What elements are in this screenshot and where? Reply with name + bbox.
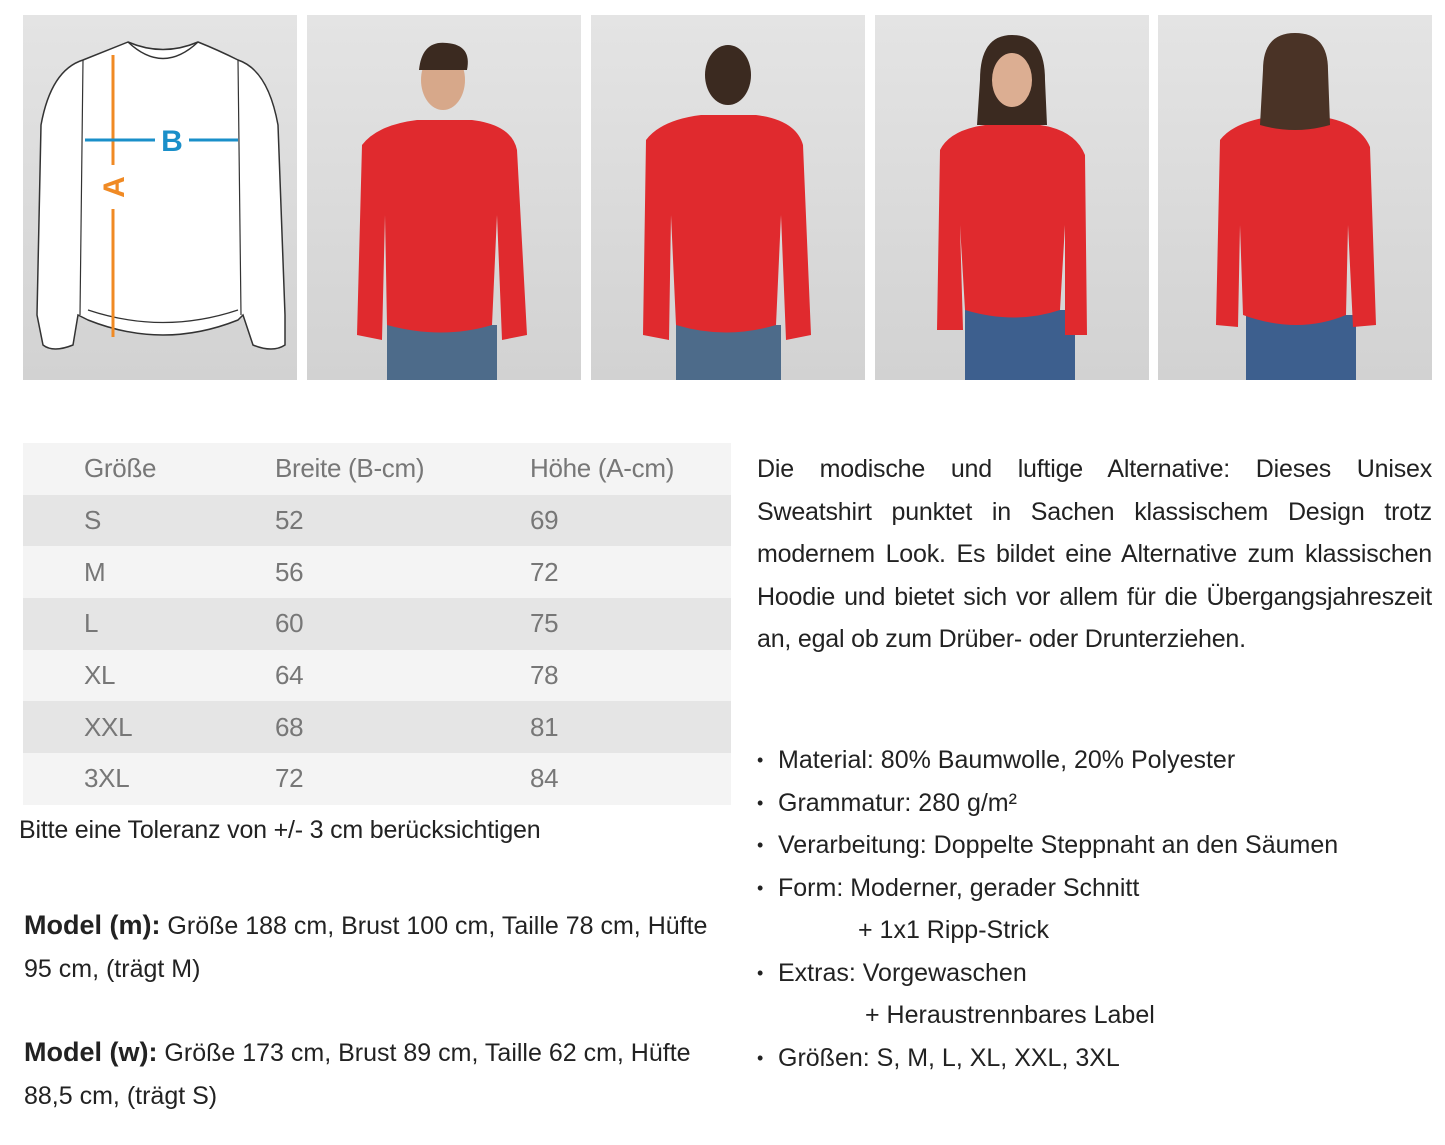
header-height: Höhe (A-cm) bbox=[530, 453, 675, 484]
table-row: XL 64 78 bbox=[23, 649, 731, 702]
photo-female-front bbox=[875, 15, 1149, 380]
model-w-info: Model (w): Größe 173 cm, Brust 89 cm, Ta… bbox=[24, 1031, 724, 1117]
tolerance-note: Bitte eine Toleranz von +/- 3 cm berücks… bbox=[19, 816, 541, 844]
table-row: XXL 68 81 bbox=[23, 701, 731, 754]
model-m-text: Größe 188 cm, Brust 100 cm, Taille 78 cm… bbox=[24, 912, 708, 983]
table-header: Größe Breite (B-cm) Höhe (A-cm) bbox=[23, 443, 731, 495]
spec-item: Form: Moderner, gerader Schnitt bbox=[757, 867, 1338, 910]
cell: XL bbox=[84, 660, 116, 691]
spec-item-continuation: + Heraustrennbares Label bbox=[865, 1001, 1155, 1029]
cell: 52 bbox=[275, 505, 304, 536]
cell: M bbox=[84, 556, 106, 587]
spec-item: Verarbeitung: Doppelte Steppnaht an den … bbox=[757, 824, 1338, 867]
size-diagram: B A bbox=[23, 15, 297, 380]
cell: 3XL bbox=[84, 763, 130, 794]
table-row: L 60 75 bbox=[23, 598, 731, 650]
product-description: Die modische und luftige Alternative: Di… bbox=[757, 455, 1432, 653]
cell: XXL bbox=[84, 711, 133, 742]
cell: 75 bbox=[530, 608, 559, 639]
table-row: 3XL 72 84 bbox=[23, 753, 731, 805]
spec-item: Grammatur: 280 g/m² bbox=[757, 782, 1338, 825]
cell: 68 bbox=[275, 711, 304, 742]
photo-male-front bbox=[307, 15, 581, 380]
size-table: Größe Breite (B-cm) Höhe (A-cm) S 52 69 M 56 7… bbox=[23, 443, 731, 805]
cell: 84 bbox=[530, 763, 559, 794]
photo-male-back bbox=[591, 15, 865, 380]
cell: 69 bbox=[530, 505, 559, 536]
cell: 72 bbox=[530, 556, 559, 587]
label-b: B bbox=[161, 125, 183, 158]
cell: 81 bbox=[530, 711, 559, 742]
model-w-text: Größe 173 cm, Brust 89 cm, Taille 62 cm,… bbox=[24, 1039, 691, 1110]
cell: L bbox=[84, 608, 99, 639]
cell: 72 bbox=[275, 763, 304, 794]
table-row: M 56 72 bbox=[23, 546, 731, 599]
spec-item: Material: 80% Baumwolle, 20% Polyester bbox=[757, 739, 1338, 782]
spec-item: Extras: Vorgewaschen bbox=[757, 952, 1338, 995]
spec-list: Material: 80% Baumwolle, 20% Polyester G… bbox=[757, 739, 1338, 1079]
header-width: Breite (B-cm) bbox=[275, 453, 425, 484]
spec-item: Größen: S, M, L, XL, XXL, 3XL bbox=[757, 1037, 1338, 1080]
cell: 60 bbox=[275, 608, 304, 639]
cell: 64 bbox=[275, 660, 304, 691]
model-m-info: Model (m): Größe 188 cm, Brust 100 cm, T… bbox=[24, 904, 724, 990]
model-m-label: Model (m): bbox=[24, 910, 161, 940]
cell: 56 bbox=[275, 556, 304, 587]
cell: S bbox=[84, 505, 102, 536]
table-row: S 52 69 bbox=[23, 494, 731, 547]
sweatshirt-outline-icon: B A bbox=[36, 41, 286, 350]
photo-female-back bbox=[1158, 15, 1432, 380]
label-a: A bbox=[98, 176, 131, 198]
model-w-label: Model (w): bbox=[24, 1037, 158, 1067]
cell: 78 bbox=[530, 660, 559, 691]
spec-item-continuation: + 1x1 Ripp-Strick bbox=[858, 916, 1050, 944]
header-size: Größe bbox=[84, 453, 157, 484]
